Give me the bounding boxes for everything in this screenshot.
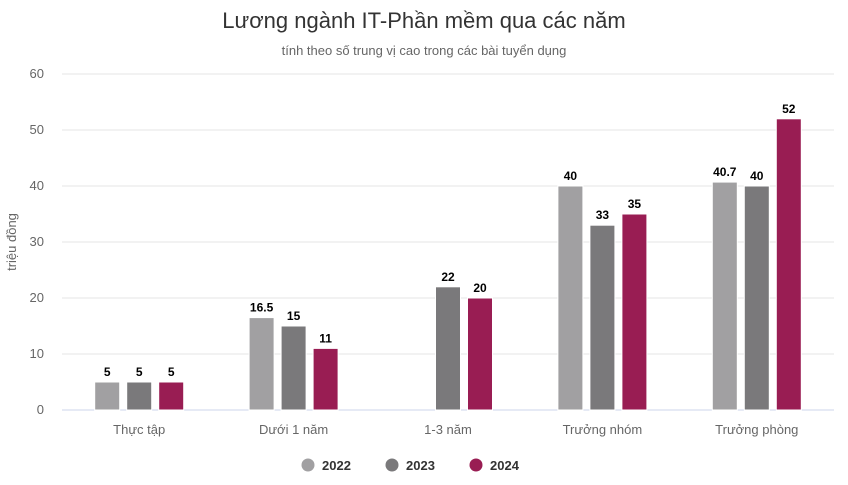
legend-item-2022[interactable]: 2022 (301, 458, 351, 473)
legend-marker-icon (385, 458, 399, 472)
data-label-truong-phong-2023: 40 (750, 169, 764, 183)
bar-truong-phong-2024[interactable] (775, 118, 802, 411)
data-label-1-3-nam-2023: 22 (441, 270, 455, 284)
bar-truong-nhom-2023[interactable] (589, 224, 616, 411)
y-tick-label: 40 (30, 178, 44, 193)
data-label-truong-phong-2022: 40.7 (713, 165, 737, 179)
data-labels: 5 5 5 16.5 15 11 22 20 40 33 35 40.7 40 52 (104, 102, 796, 379)
legend-item-2024[interactable]: 2024 (469, 458, 520, 473)
x-axis-ticks: Thực tập Dưới 1 năm 1-3 năm Trưởng nhóm Trưở… (113, 422, 798, 437)
data-label-truong-nhom-2024: 35 (628, 197, 642, 211)
legend-label: 2022 (322, 458, 351, 473)
data-label-thuc-tap-2024: 5 (168, 365, 175, 379)
data-label-truong-nhom-2023: 33 (596, 208, 610, 222)
data-label-duoi-1-nam-2024: 11 (319, 331, 332, 345)
legend-marker-icon (301, 458, 315, 472)
bar-1-3-nam-2024[interactable] (467, 297, 493, 411)
data-label-1-3-nam-2024: 20 (473, 281, 487, 295)
legend-marker-icon (469, 458, 483, 472)
bar-truong-nhom-2022[interactable] (557, 185, 584, 411)
y-axis-ticks: 0 10 20 30 40 50 60 (30, 66, 44, 417)
x-tick-label: Trưởng phòng (715, 422, 798, 437)
data-label-thuc-tap-2023: 5 (136, 365, 143, 379)
y-tick-label: 50 (30, 122, 44, 137)
legend: 2022 2023 2024 (301, 458, 520, 473)
y-tick-label: 20 (30, 290, 44, 305)
bar-duoi-1-nam-2024[interactable] (312, 347, 339, 411)
x-tick-label: Thực tập (113, 422, 165, 437)
data-label-duoi-1-nam-2023: 15 (287, 309, 301, 323)
legend-label: 2023 (406, 458, 435, 473)
bar-duoi-1-nam-2022[interactable] (248, 317, 275, 411)
bar-thuc-tap-2023[interactable] (126, 381, 153, 411)
y-tick-label: 0 (37, 402, 44, 417)
bar-thuc-tap-2024[interactable] (158, 381, 185, 411)
x-tick-label: Dưới 1 năm (259, 422, 328, 437)
data-label-truong-phong-2024: 52 (782, 102, 796, 116)
bar-truong-nhom-2024[interactable] (621, 213, 648, 411)
data-label-duoi-1-nam-2022: 16.5 (250, 301, 274, 315)
y-axis-label: triệu đồng (4, 213, 19, 271)
chart-title: Lương ngành IT-Phần mềm qua các năm (222, 8, 625, 33)
x-tick-label: 1-3 năm (424, 422, 472, 437)
bar-thuc-tap-2022[interactable] (94, 381, 121, 411)
data-label-thuc-tap-2022: 5 (104, 365, 111, 379)
x-tick-label: Trưởng nhóm (563, 422, 643, 437)
bars (94, 118, 802, 411)
legend-item-2023[interactable]: 2023 (385, 458, 435, 473)
y-tick-label: 30 (30, 234, 44, 249)
y-tick-label: 10 (30, 346, 44, 361)
bar-duoi-1-nam-2023[interactable] (280, 325, 307, 411)
bar-truong-phong-2023[interactable] (743, 185, 770, 411)
bar-1-3-nam-2023[interactable] (435, 286, 461, 411)
bar-truong-phong-2022[interactable] (711, 181, 738, 411)
y-tick-label: 60 (30, 66, 44, 81)
legend-label: 2024 (490, 458, 520, 473)
chart-subtitle: tính theo số trung vị cao trong các bài … (282, 43, 567, 58)
data-label-truong-nhom-2022: 40 (564, 169, 578, 183)
